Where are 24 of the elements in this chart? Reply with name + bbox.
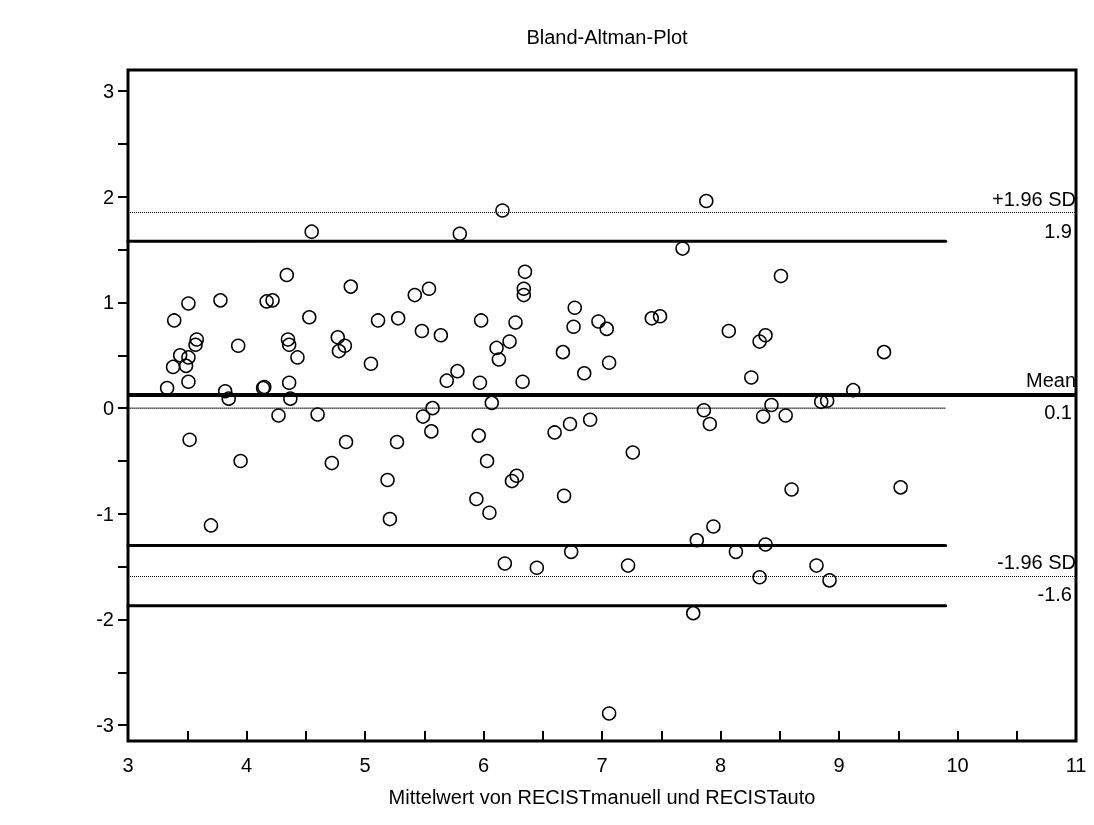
x-axis-title: Mittelwert von RECISTmanuell und RECISTauto: [388, 786, 816, 808]
y-tick-label: 0: [102, 397, 114, 420]
x-tick-label: 7: [596, 754, 608, 776]
annotation: -1.6: [1037, 583, 1072, 606]
x-tick-label: 10: [946, 754, 969, 776]
y-tick-label: 3: [102, 80, 114, 103]
y-tick-label: -1: [96, 502, 114, 525]
ref-line-label: -1.96 SD: [997, 551, 1076, 574]
ref-line-label: Mean: [1025, 369, 1076, 392]
chart-title: Bland-Altman-Plot: [526, 26, 689, 48]
annotation: 1.9: [1044, 219, 1072, 242]
x-tick-label: 4: [240, 754, 253, 776]
x-tick-label: 3: [122, 754, 134, 776]
y-tick-label: 1: [102, 291, 114, 314]
x-tick-label: 5: [359, 754, 371, 776]
x-tick-label: 11: [1065, 754, 1087, 776]
annotation: 0.1: [1044, 401, 1072, 424]
y-tick-label: 2: [102, 185, 114, 208]
y-tick-label: -2: [96, 608, 114, 631]
x-tick-label: 8: [714, 754, 727, 776]
x-tick-label: 9: [833, 754, 845, 776]
x-tick-label: 6: [477, 754, 490, 776]
y-tick-label: -3: [96, 714, 114, 737]
ref-line-label: +1.96 SD: [992, 187, 1076, 210]
